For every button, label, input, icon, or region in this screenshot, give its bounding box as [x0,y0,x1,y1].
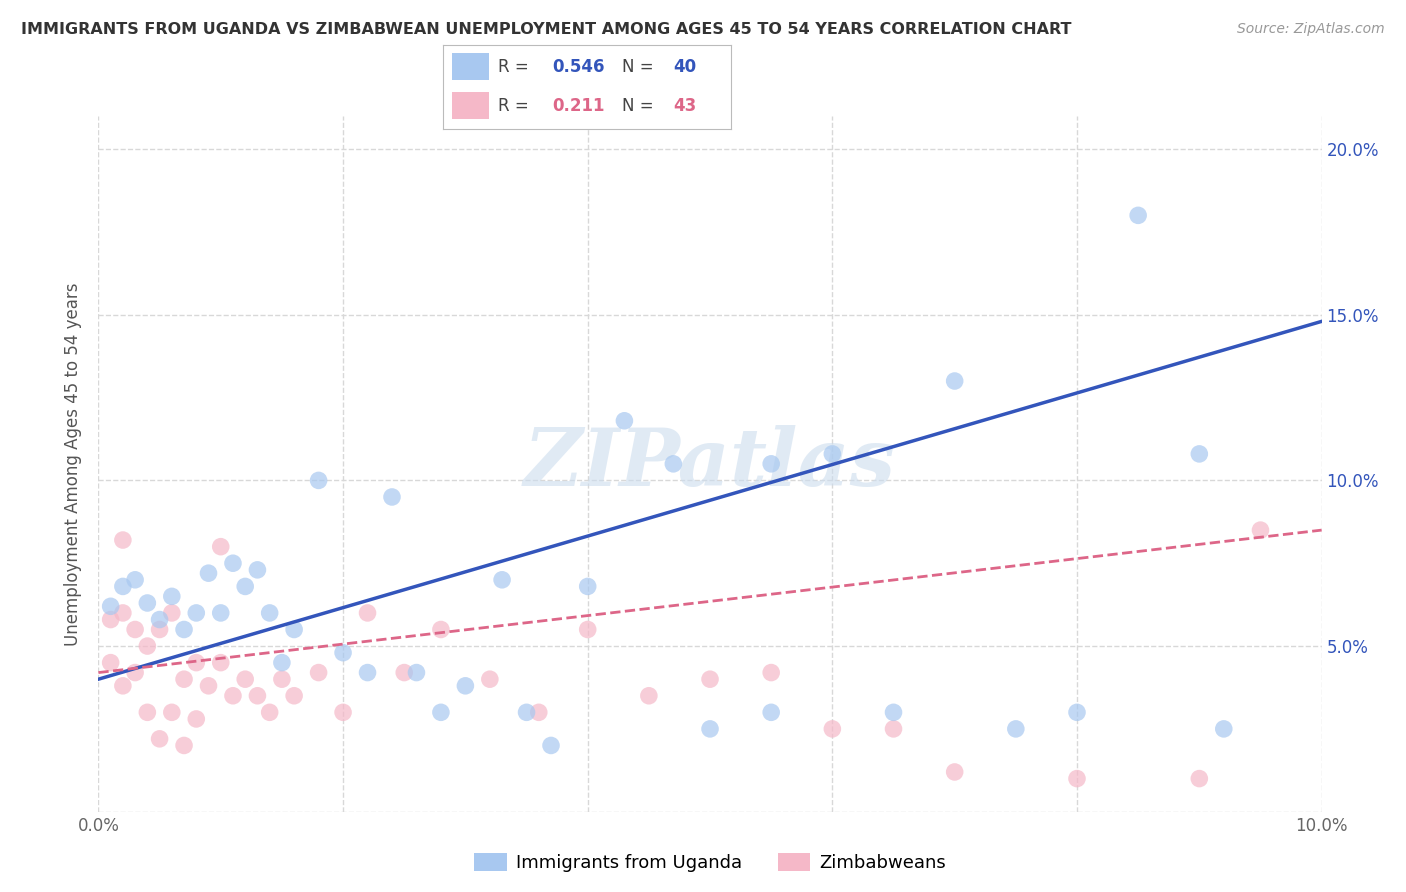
Point [209,656,232,670]
Point [430,623,453,637]
Point [160,706,183,720]
Point [270,656,292,670]
Point [160,606,183,620]
Point [1004,722,1026,736]
Point [136,639,159,653]
Point [124,573,146,587]
Y-axis label: Unemployment Among Ages 45 to 54 years: Unemployment Among Ages 45 to 54 years [65,282,83,646]
Point [259,606,281,620]
Bar [451,54,489,80]
Point [100,599,122,614]
Point [943,764,966,779]
Text: IMMIGRANTS FROM UGANDA VS ZIMBABWEAN UNEMPLOYMENT AMONG AGES 45 TO 54 YEARS CORR: IMMIGRANTS FROM UGANDA VS ZIMBABWEAN UNE… [21,22,1071,37]
Point [222,689,245,703]
Point [332,706,354,720]
Point [308,665,330,680]
Point [637,689,661,703]
Point [491,573,513,587]
Text: N =: N = [621,96,658,114]
Point [283,689,305,703]
Text: 40: 40 [673,58,696,76]
Point [197,679,219,693]
Point [111,533,134,547]
Text: R =: R = [498,96,538,114]
Point [149,731,172,746]
Point [100,656,122,670]
Point [821,447,844,461]
Point [699,672,721,686]
Point [100,613,122,627]
Point [259,706,281,720]
Point [454,679,477,693]
Point [308,474,330,488]
Point [1066,706,1088,720]
Point [883,722,905,736]
Point [173,672,195,686]
Point [356,665,378,680]
Point [527,706,550,720]
Point [1188,772,1211,786]
Point [759,457,782,471]
Text: N =: N = [621,58,658,76]
Text: R =: R = [498,58,534,76]
Point [246,689,269,703]
Point [540,739,562,753]
Point [222,556,245,570]
Point [883,706,905,720]
Point [186,606,208,620]
Point [186,656,208,670]
Point [149,613,172,627]
Point [1249,523,1271,537]
Point [233,672,256,686]
Point [943,374,966,388]
Point [699,722,721,736]
Point [209,540,232,554]
Text: Source: ZipAtlas.com: Source: ZipAtlas.com [1237,22,1385,37]
Point [576,623,599,637]
Point [111,606,134,620]
Point [478,672,501,686]
Point [613,414,636,428]
Point [186,712,208,726]
Point [149,623,172,637]
Point [662,457,685,471]
Point [576,579,599,593]
Text: ZIPatlas: ZIPatlas [524,425,896,502]
Point [136,596,159,610]
Text: 0.546: 0.546 [553,58,605,76]
Point [111,679,134,693]
Point [246,563,269,577]
Point [1128,208,1150,222]
Point [759,665,782,680]
Point [1188,447,1211,461]
Point [381,490,404,504]
Point [209,606,232,620]
Point [821,722,844,736]
Point [124,623,146,637]
Point [136,706,159,720]
Legend: Immigrants from Uganda, Zimbabweans: Immigrants from Uganda, Zimbabweans [467,846,953,880]
Point [111,579,134,593]
Point [283,623,305,637]
Point [173,623,195,637]
Point [430,706,453,720]
Point [405,665,427,680]
Text: 0.211: 0.211 [553,96,605,114]
Point [392,665,416,680]
Point [516,706,538,720]
Point [332,646,354,660]
Point [759,706,782,720]
Text: 43: 43 [673,96,697,114]
Point [197,566,219,581]
Point [356,606,378,620]
Point [173,739,195,753]
Point [124,665,146,680]
Point [270,672,292,686]
Bar [451,92,489,120]
Point [1212,722,1234,736]
Point [233,579,256,593]
Point [1066,772,1088,786]
Point [160,590,183,604]
